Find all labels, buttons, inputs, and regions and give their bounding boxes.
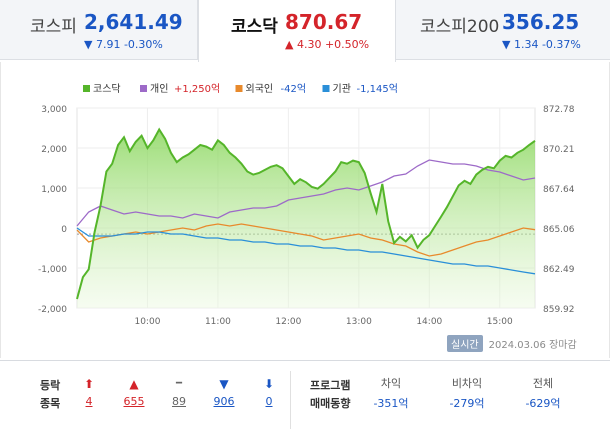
triangle-up-icon: ▲ (129, 377, 139, 391)
triangle-down-icon: ▼ (219, 377, 229, 391)
count-flat[interactable]: ━ 89 (159, 375, 199, 408)
count-fall[interactable]: ▼ 906 (204, 375, 244, 408)
left-tick-label: 2,000 (41, 145, 67, 155)
count-rise[interactable]: ▲ 655 (114, 375, 154, 408)
legend-swatch-3 (322, 85, 330, 92)
x-tick-label: 13:00 (346, 317, 372, 327)
program-non-arbitrage: 비차익 -279억 (432, 375, 502, 411)
legend-swatch-0 (83, 85, 90, 92)
count-upper-limit-value[interactable]: 4 (85, 395, 93, 408)
program-arbitrage-value: -351억 (373, 397, 409, 410)
tab-kosdaq-price: 870.67 (285, 10, 363, 34)
tab-kospi-name: 코스피 (30, 17, 77, 37)
left-tick-label: 3,000 (41, 105, 67, 115)
legend-value-3: -1,145억 (357, 83, 398, 95)
program-non-arbitrage-value: -279억 (449, 397, 485, 410)
series-line-0 (76, 127, 536, 300)
series-line-2 (76, 223, 536, 257)
right-tick-label: 870.21 (543, 145, 575, 155)
x-tick-label: 11:00 (205, 317, 231, 327)
right-tick-label: 872.78 (543, 105, 575, 115)
flat-bar-icon: ━ (175, 378, 183, 389)
chart-series (76, 127, 536, 308)
count-lower-limit[interactable]: ⬇ 0 (249, 375, 289, 408)
right-tick-label: 867.64 (543, 185, 575, 195)
market-status: 장마감 (549, 340, 577, 351)
tab-kospi-price: 2,641.49 (84, 10, 183, 34)
legend-value-2: -42억 (281, 83, 307, 95)
left-tick-label: 0 (61, 225, 67, 235)
legend-swatch-1 (140, 85, 147, 92)
x-tick-label: 14:00 (416, 317, 442, 327)
count-fall-value[interactable]: 906 (213, 395, 235, 408)
chart-axes: 3,000 2,000 1,000 0 -1,000 -2,000 872.78 870.21… (38, 105, 575, 327)
legend-swatch-2 (235, 85, 243, 92)
program-label-1: 프로그램 (310, 379, 351, 392)
arrow-up-bold-icon: ⬆ (83, 377, 95, 391)
right-tick-label: 862.49 (543, 265, 575, 275)
series-area-0 (77, 129, 535, 308)
timestamp: 실시간 2024.03.06 장마감 (447, 335, 577, 352)
count-flat-value[interactable]: 89 (172, 395, 186, 408)
left-tick-label: -1,000 (38, 265, 67, 275)
x-tick-label: 12:00 (275, 317, 301, 327)
x-tick-label: 10:00 (134, 317, 160, 327)
tab-kospi-change: ▼ 7.91 -0.30% (84, 38, 163, 51)
tab-kospi200-change: ▼ 1.34 -0.37% (502, 38, 581, 51)
advance-decline-label-1: 등락 (40, 379, 61, 392)
arrow-down-bold-icon: ⬇ (263, 377, 275, 391)
chart-svg: 코스닥 개인 +1,250억 외국인 -42억 기관 -1,145억 3,000 2,000 1… (38, 83, 575, 327)
legend-value-1: +1,250억 (174, 83, 220, 95)
count-upper-limit[interactable]: ⬆ 4 (69, 375, 109, 408)
tab-kosdaq-change: ▲ 4.30 +0.50% (285, 38, 370, 51)
market-summary: 등락 종목 ⬆ 4 ▲ 655 ━ 89 ▼ 906 ⬇ 0 프로그램 매매동향… (0, 360, 610, 442)
right-tick-label: 865.06 (543, 225, 575, 235)
legend-label-2: 외국인 (246, 83, 274, 95)
series-line-3 (76, 227, 536, 275)
x-tick-label: 15:00 (487, 317, 513, 327)
right-tick-label: 859.92 (543, 305, 575, 315)
legend-label-3: 기관 (333, 83, 351, 95)
left-tick-label: -2,000 (38, 305, 67, 315)
program-label-2: 매매동향 (310, 397, 351, 410)
program-non-arbitrage-header: 비차익 (451, 377, 483, 390)
program-arbitrage: 차익 -351억 (356, 375, 426, 411)
advance-decline-label-2: 종목 (40, 397, 61, 410)
tab-kospi200-name: 코스피200 (420, 17, 500, 37)
legend-label-1: 개인 (150, 83, 168, 95)
timestamp-date: 2024.03.06 (488, 340, 546, 351)
tab-kosdaq-name: 코스닥 (231, 17, 278, 37)
program-total: 전체 -629억 (508, 375, 578, 411)
program-total-value: -629억 (525, 397, 561, 410)
series-line-1 (76, 159, 536, 227)
index-tabs: 코스피 2,641.49 ▼ 7.91 -0.30% 코스닥 870.67 ▲ … (0, 0, 610, 62)
tab-kosdaq[interactable]: 코스닥 870.67 ▲ 4.30 +0.50% (198, 0, 396, 62)
tab-kospi200[interactable]: 코스피200 356.25 ▼ 1.34 -0.37% (396, 0, 610, 60)
legend-label-0: 코스닥 (93, 83, 121, 95)
tab-kospi200-price: 356.25 (502, 10, 580, 34)
program-total-header: 전체 (532, 377, 554, 390)
realtime-badge[interactable]: 실시간 (447, 335, 483, 352)
tab-kospi[interactable]: 코스피 2,641.49 ▼ 7.91 -0.30% (0, 0, 198, 60)
summary-divider (290, 371, 291, 429)
count-rise-value[interactable]: 655 (123, 395, 145, 408)
count-lower-limit-value[interactable]: 0 (265, 395, 273, 408)
left-tick-label: 1,000 (41, 185, 67, 195)
program-arbitrage-header: 차익 (380, 377, 402, 390)
chart-legend: 코스닥 개인 +1,250억 외국인 -42억 기관 -1,145억 (83, 83, 398, 95)
intraday-chart: 코스닥 개인 +1,250억 외국인 -42억 기관 -1,145억 3,000 2,000 1… (0, 62, 610, 358)
